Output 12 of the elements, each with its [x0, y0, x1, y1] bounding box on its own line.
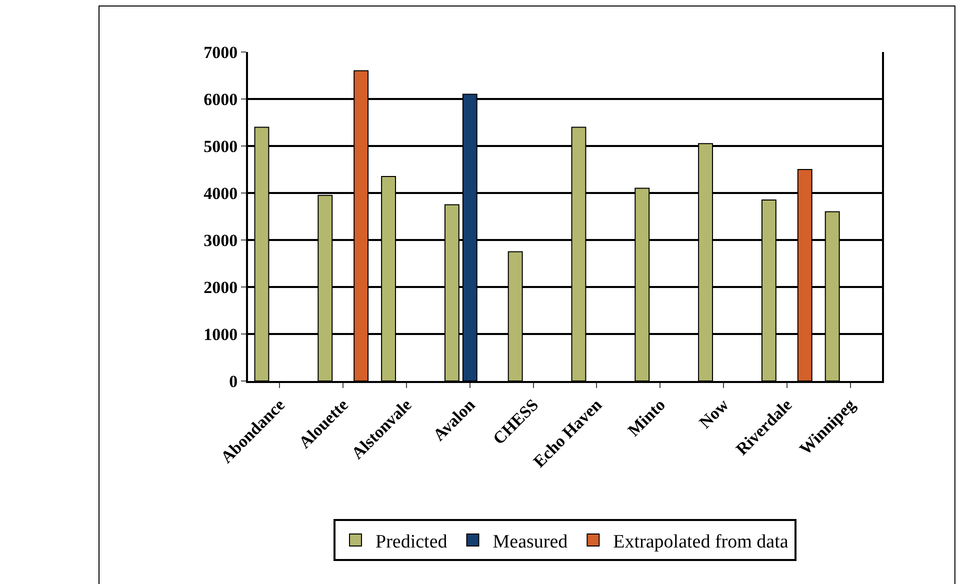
legend-label: Predicted [376, 531, 448, 552]
y-tick-label: 5000 [204, 136, 238, 156]
legend-label: Extrapolated from data [613, 531, 789, 552]
y-tick-label: 4000 [204, 184, 238, 203]
legend-label: Measured [492, 531, 568, 552]
y-tick-label: 6000 [204, 90, 238, 109]
y-tick-label: 2000 [204, 278, 238, 297]
y-tick-label: 7000 [204, 42, 238, 62]
y-tick-label: 1000 [204, 324, 238, 344]
x-tick-label: Now [696, 394, 733, 432]
y-tick-label: 3000 [204, 230, 238, 250]
y-tick-label: 0 [229, 372, 238, 391]
